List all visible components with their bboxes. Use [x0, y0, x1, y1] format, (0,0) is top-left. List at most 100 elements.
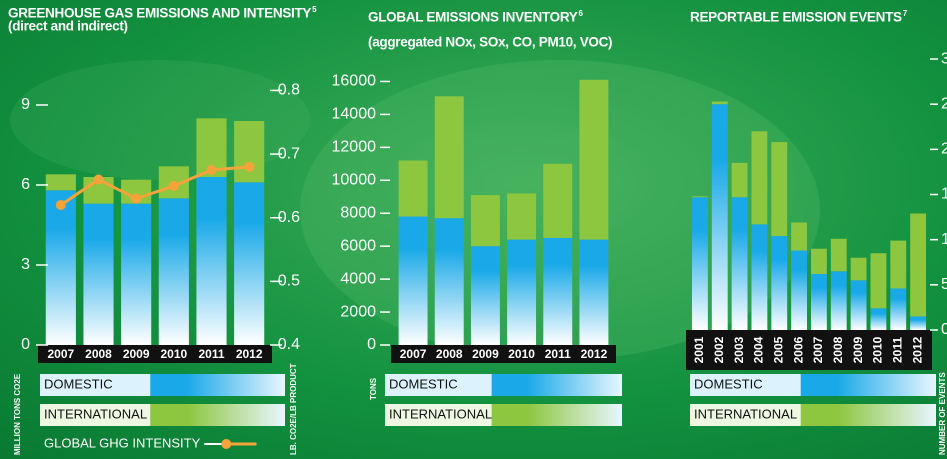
x-tick-label: 2012	[581, 347, 608, 361]
bar-segment	[731, 162, 748, 198]
x-tick-label: 2011	[890, 337, 904, 363]
bar-segment	[910, 316, 927, 330]
x-tick-label: 2008	[85, 347, 112, 361]
legend-swatch-bg	[385, 404, 492, 426]
bar-segment	[810, 248, 827, 274]
y-tick-label: 3	[21, 256, 30, 273]
x-tick-label: 2011	[198, 347, 224, 361]
bar-segment	[751, 224, 768, 330]
y2-tick-label: 0.6	[278, 209, 300, 226]
legend-label: DOMESTIC	[694, 376, 763, 391]
legend-label: INTERNATIONAL	[694, 406, 797, 421]
bar-segment	[579, 239, 609, 345]
bar-segment	[398, 160, 428, 217]
bar-segment	[543, 237, 573, 345]
bar-segment	[850, 257, 867, 281]
x-tick-label: 2010	[871, 336, 885, 363]
bar-segment	[507, 239, 537, 345]
x-tick-label: 2009	[472, 347, 499, 361]
x-tick-label: 2004	[752, 336, 766, 363]
y2-tick-label: 0.7	[278, 145, 300, 162]
y-tick-label: 300	[941, 50, 947, 67]
legend-swatch-bg	[690, 374, 801, 396]
legend-swatch-bg	[40, 404, 151, 426]
x-tick-label: 2012	[910, 336, 924, 363]
bar-segment	[398, 216, 428, 345]
y-tick-label: 250	[941, 95, 947, 112]
y-axis-title: TONS	[369, 377, 378, 400]
legend-label: INTERNATIONAL	[389, 406, 492, 421]
y-tick-label: 16000	[332, 73, 377, 90]
x-tick-label: 2007	[811, 336, 825, 363]
legend-swatch-bg	[40, 374, 151, 396]
title-note: 5	[312, 5, 317, 14]
y2-tick-label: 0.4	[278, 336, 300, 353]
y-tick-label: 50	[941, 276, 947, 293]
intensity-point	[93, 174, 104, 185]
x-tick-label: 2012	[236, 347, 263, 361]
x-tick-label: 2008	[831, 336, 845, 363]
bar-segment	[711, 104, 728, 331]
bar-segment	[890, 240, 907, 289]
bar-segment	[691, 196, 708, 198]
bar-segment	[890, 288, 907, 330]
legend-dot	[221, 439, 232, 449]
bar-segment	[711, 101, 728, 105]
bar-segment	[791, 250, 808, 330]
y-tick-label: 0	[21, 336, 30, 353]
y2-axis-title: LB. CO2E/LB PRODUCT	[289, 363, 298, 455]
legend-swatch-bg	[690, 404, 801, 426]
chart-subtitle: (aggregated NOx, SOx, CO, PM10, VOC)	[368, 35, 612, 50]
x-tick-label: 2011	[545, 347, 571, 361]
x-tick-label: 2010	[508, 347, 535, 361]
bar-segment	[234, 182, 265, 345]
x-tick-label: 2003	[732, 336, 746, 363]
bar-segment	[579, 79, 609, 240]
y-tick-label: 4000	[340, 270, 376, 287]
x-tick-label: 2009	[123, 347, 150, 361]
x-tick-label: 2008	[436, 347, 463, 361]
y-tick-label: 10000	[332, 172, 377, 189]
leaf-decoration	[10, 60, 310, 180]
bar-segment	[434, 96, 464, 219]
y-tick-label: 8000	[340, 204, 376, 221]
x-tick-label: 2001	[692, 336, 706, 363]
y-tick-label: 6	[21, 176, 30, 193]
intensity-point	[244, 161, 255, 172]
legend-label: DOMESTIC	[389, 376, 458, 391]
legend-label: INTERNATIONAL	[44, 406, 147, 421]
intensity-point	[55, 200, 66, 210]
bar-segment	[830, 238, 847, 272]
y-tick-label: 12000	[332, 139, 377, 156]
bar-segment	[434, 218, 464, 345]
chart-title: GLOBAL EMISSIONS INVENTORY	[368, 10, 578, 25]
bar-segment	[234, 121, 265, 183]
legend-label: GLOBAL GHG INTENSITY	[44, 435, 201, 450]
bar-segment	[543, 163, 573, 238]
y2-tick-label: 0.8	[278, 82, 300, 99]
bar-segment	[910, 213, 927, 317]
bar-segment	[507, 193, 537, 240]
year-strip	[38, 345, 272, 363]
bar-segment	[830, 271, 847, 330]
y2-tick-label: 0.5	[278, 273, 300, 290]
title-note: 7	[903, 9, 908, 18]
x-tick-label: 2005	[771, 336, 785, 363]
y-axis-title: MILLION TONS CO2E	[13, 373, 22, 455]
y-tick-label: 6000	[340, 237, 376, 254]
chart-subtitle: (direct and indirect)	[8, 19, 128, 34]
y-tick-label: 100	[941, 231, 947, 248]
bar-segment	[870, 308, 887, 330]
bar-segment	[470, 195, 500, 247]
x-tick-label: 2002	[712, 336, 726, 363]
intensity-point	[206, 165, 217, 175]
y-tick-label: 200	[941, 141, 947, 158]
bar-segment	[470, 246, 500, 345]
bar-segment	[771, 142, 788, 237]
y-tick-label: 150	[941, 186, 947, 203]
bar-segment	[731, 197, 748, 330]
legend-swatch-bg	[385, 374, 492, 396]
intensity-point	[131, 193, 142, 204]
chart-title: GREENHOUSE GAS EMISSIONS AND INTENSITY	[8, 6, 311, 21]
